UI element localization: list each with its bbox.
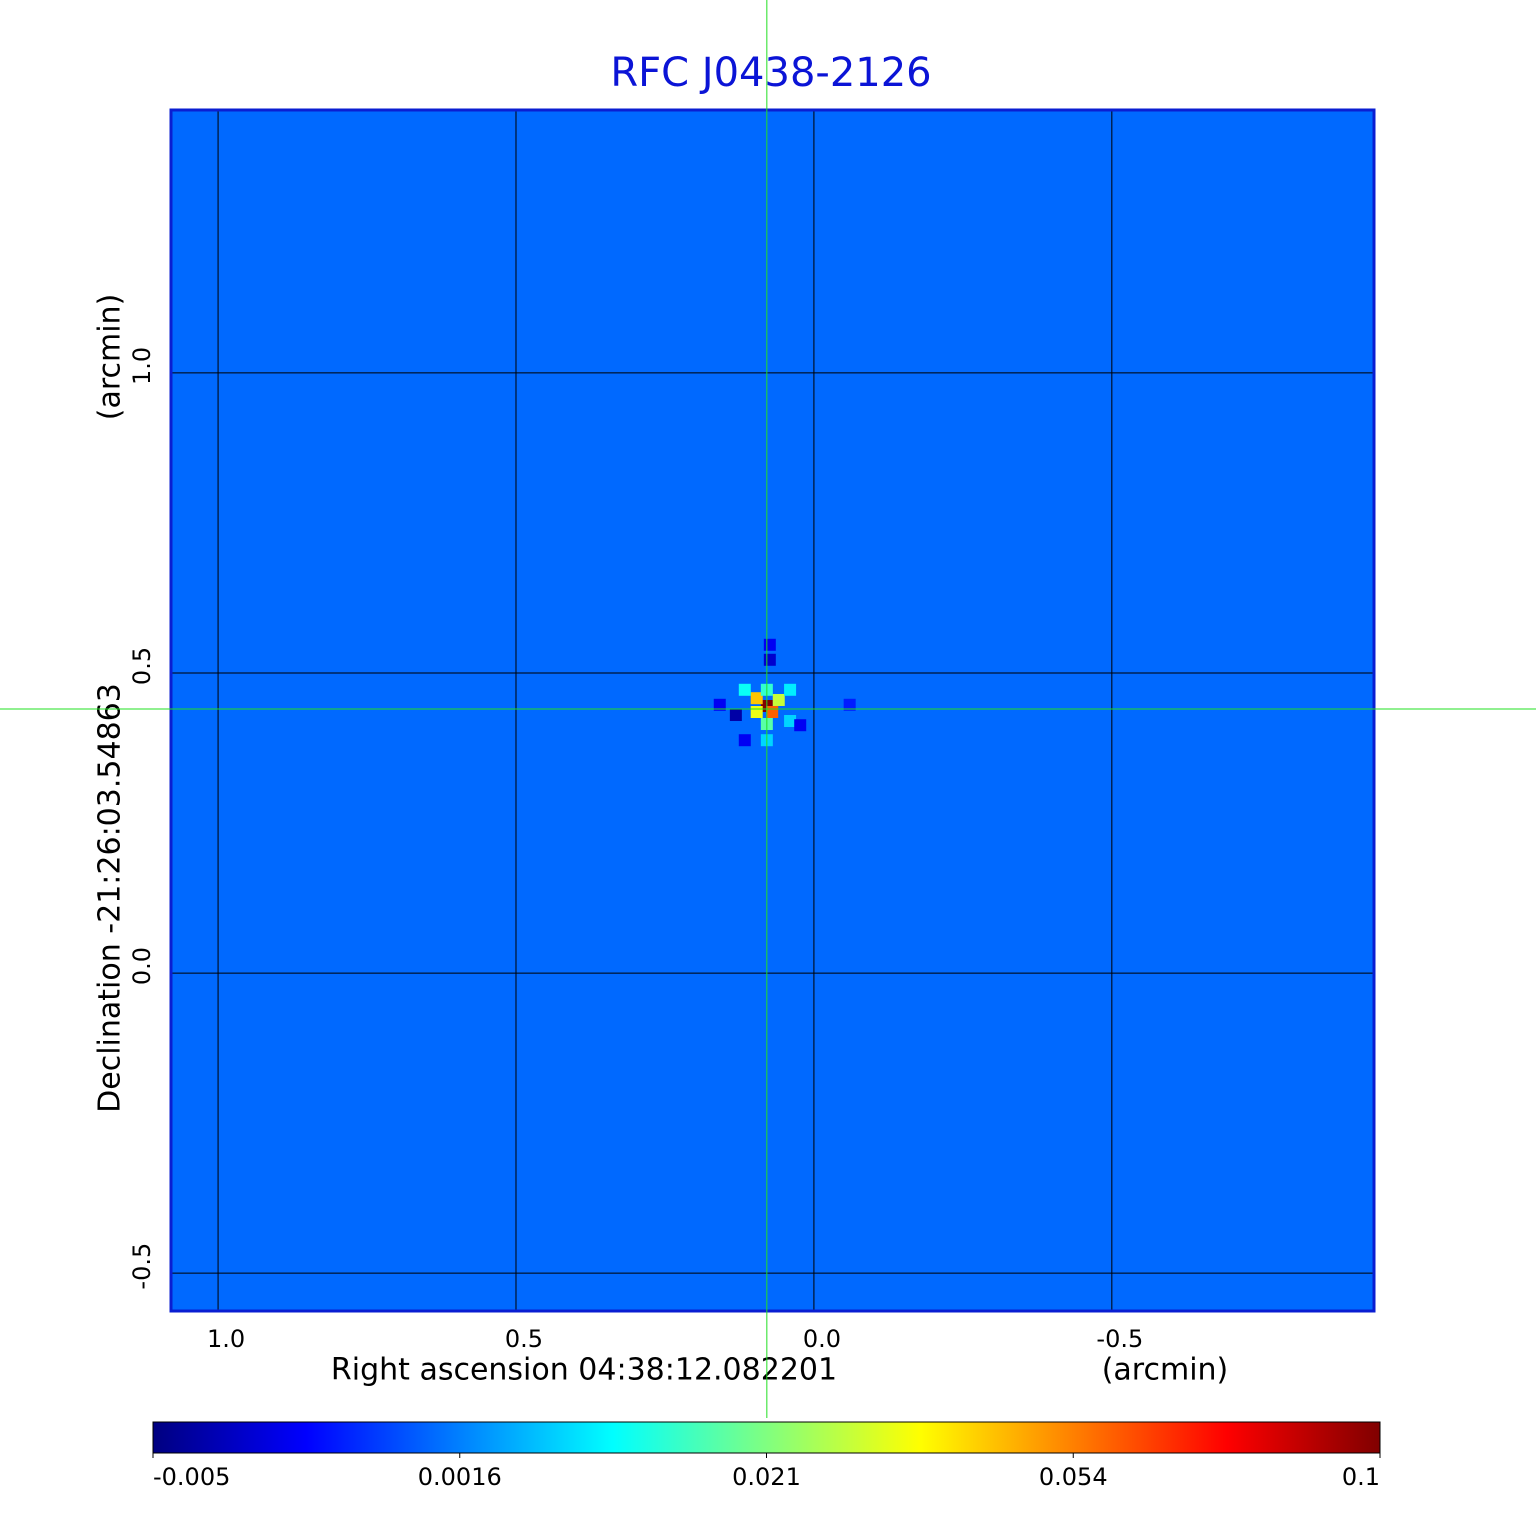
y-tick-label: 1.0: [128, 347, 156, 385]
image-pixel: [763, 638, 776, 651]
y-tick-label: 0.5: [128, 647, 156, 685]
colorbar-tick-label: 0.021: [732, 1463, 801, 1491]
colorbar-tick-label: 0.1: [1342, 1463, 1380, 1491]
image-pixel: [784, 683, 797, 696]
image-pixel: [750, 692, 763, 705]
y-axis-label: Declination -21:26:03.54863: [93, 683, 128, 1113]
colorbar-tick-label: 0.054: [1039, 1463, 1108, 1491]
chart-title: RFC J0438-2126: [610, 50, 931, 96]
x-tick-label: 1.0: [207, 1325, 245, 1353]
y-tick-label: -0.5: [128, 1243, 156, 1290]
image-pixel: [784, 715, 797, 728]
image-pixel: [763, 653, 776, 666]
image-pixel: [738, 683, 751, 696]
y-axis-unit: (arcmin): [93, 294, 128, 421]
image-pixel: [794, 719, 807, 732]
image-pixel: [750, 706, 763, 719]
x-tick-label: 0.5: [505, 1325, 543, 1353]
image-pixel: [713, 698, 726, 711]
colorbar-tick-label: -0.005: [153, 1463, 230, 1491]
y-tick-label: 0.0: [128, 947, 156, 985]
image-pixel: [766, 706, 779, 719]
image-pixel: [729, 709, 742, 722]
colorbar-tick-label: 0.0016: [418, 1463, 502, 1491]
image-pixel: [738, 734, 751, 747]
colorbar: [152, 1421, 1381, 1454]
plot-frame: [169, 108, 1376, 1313]
x-axis-label: Right ascension 04:38:12.082201: [331, 1353, 837, 1388]
x-axis-unit: (arcmin): [1102, 1353, 1229, 1388]
x-tick-label: 0.0: [803, 1325, 841, 1353]
image-pixel: [843, 698, 856, 711]
x-tick-label: -0.5: [1096, 1325, 1143, 1353]
image-pixel: [772, 693, 785, 706]
